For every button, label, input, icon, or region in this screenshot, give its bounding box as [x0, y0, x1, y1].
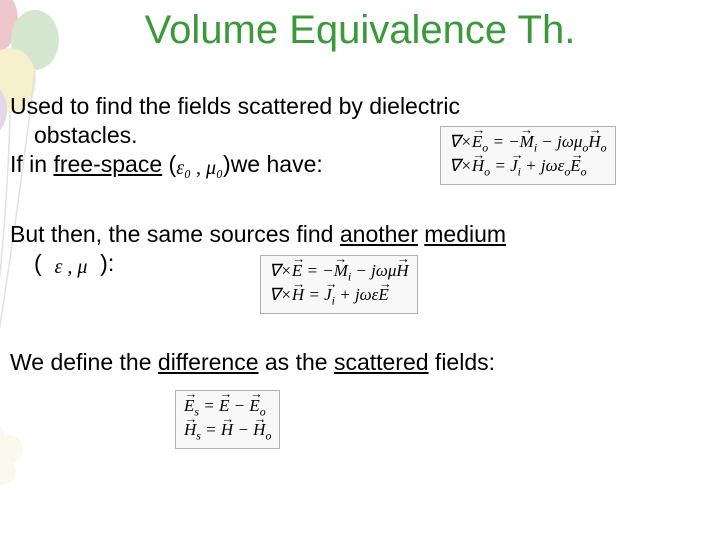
free-space-symbols: ε₀ , μ₀	[176, 157, 223, 179]
p3-underline-scattered: scattered	[334, 349, 429, 375]
equation-free-space: ∇×Eo = −Mi − jωμoHo ∇×Ho = Ji + jωεoEo	[440, 126, 616, 185]
eq1-line2: ∇×Ho = Ji + jωεoEo	[449, 155, 607, 179]
p3b: as the	[259, 349, 334, 375]
p1-underline-free-space: free-space	[53, 151, 162, 177]
p2-line2: ( ε , μ ):	[10, 250, 114, 276]
p1-line2: obstacles.	[10, 122, 138, 148]
p2-underline-another: another	[340, 221, 418, 247]
slide-title: Volume Equivalence Th.	[0, 8, 720, 53]
p3-underline-difference: difference	[158, 349, 259, 375]
eq2-line2: ∇×H = Ji + jωεE	[269, 284, 409, 308]
p2-underline-medium: medium	[424, 221, 506, 247]
p1-line3a: If in	[10, 151, 53, 177]
eq3-line2: Hs = H − Ho	[184, 419, 271, 443]
medium-symbols: ε , μ	[54, 256, 87, 278]
equation-medium: ∇×E = −Mi − jωμH ∇×H = Ji + jωεE	[260, 255, 418, 314]
paragraph-3: We define the difference as the scattere…	[10, 348, 700, 377]
p1-line1: Used to find the fields scattered by die…	[10, 93, 460, 119]
p1-line3b: (	[162, 151, 176, 177]
p3c: fields:	[429, 349, 495, 375]
p2-line1a: But then, the same sources find	[10, 221, 340, 247]
equation-scattered: Es = E − Eo Hs = H − Ho	[175, 390, 280, 449]
p3a: We define the	[10, 349, 158, 375]
p1-line3c: )we have:	[223, 151, 323, 177]
